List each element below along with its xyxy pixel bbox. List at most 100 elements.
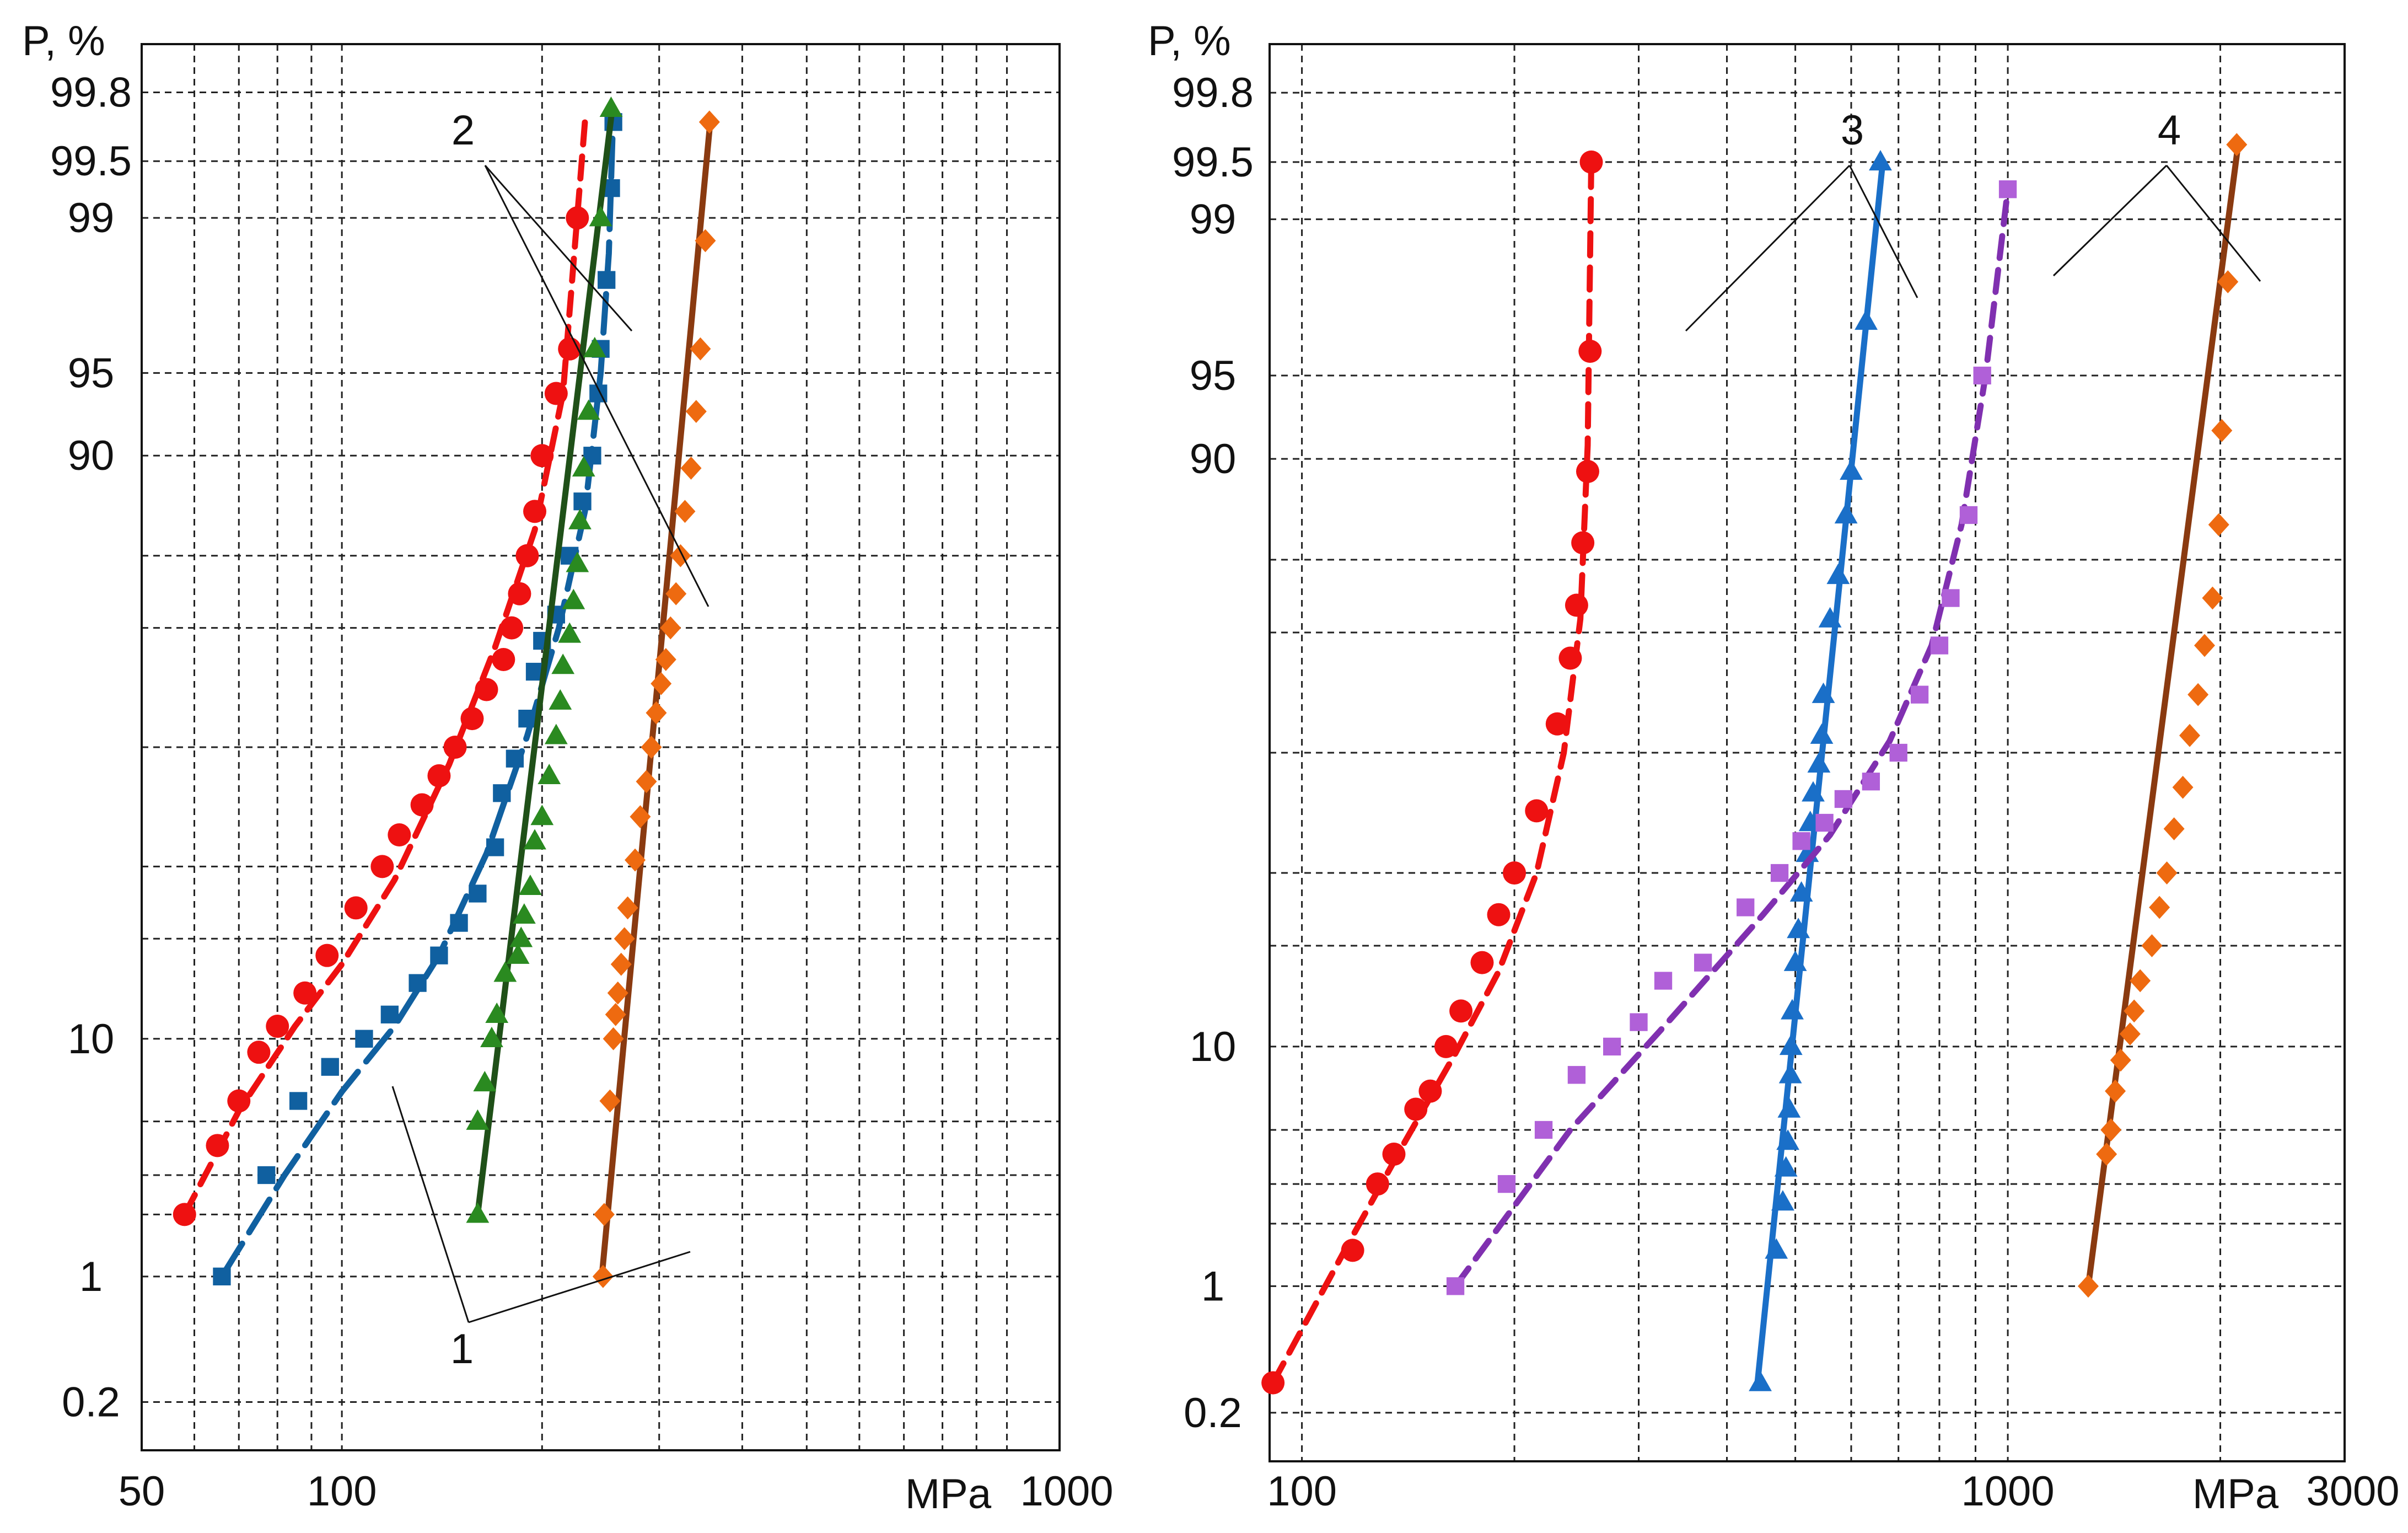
data-point-left-orange	[593, 1203, 615, 1226]
data-point-left-green	[466, 1109, 490, 1130]
data-point-left-orange	[698, 110, 720, 134]
data-point-right-blue	[1787, 918, 1810, 939]
y-tick-label: 90	[1190, 436, 1237, 483]
data-point-right-orange	[2141, 934, 2163, 957]
grid-right	[1270, 44, 2345, 1461]
data-point-left-green	[538, 763, 561, 785]
fit-line-left-green	[474, 105, 616, 1218]
y-tick-label: 10	[68, 1016, 115, 1063]
y-tick-label: 99	[1190, 196, 1237, 243]
data-point-left-red	[370, 855, 394, 878]
data-point-right-blue	[1776, 1129, 1799, 1150]
data-point-left-red	[315, 944, 339, 967]
data-point-left-orange	[655, 648, 676, 671]
data-point-right-purple	[1446, 1277, 1465, 1295]
data-point-left-red	[492, 648, 515, 672]
data-point-left-blue	[450, 914, 468, 932]
data-point-right-orange	[2100, 1118, 2122, 1141]
data-point-right-purple	[1630, 1013, 1648, 1031]
data-point-right-red	[1487, 903, 1511, 926]
annotation-1: 1	[391, 1086, 691, 1373]
data-point-left-blue	[469, 885, 487, 903]
y-tick-label: 1	[1201, 1263, 1224, 1310]
data-point-left-red	[227, 1089, 251, 1113]
data-point-right-red	[1525, 799, 1549, 823]
data-point-right-red	[1571, 531, 1595, 555]
data-point-right-blue	[1818, 607, 1842, 628]
data-point-right-orange	[2202, 586, 2223, 610]
data-point-left-red	[293, 981, 317, 1005]
data-point-right-blue	[1783, 950, 1807, 971]
data-point-right-orange	[2130, 969, 2151, 993]
data-point-left-green	[506, 943, 530, 964]
data-point-right-purple	[1567, 1066, 1586, 1084]
data-point-left-red	[427, 764, 451, 787]
data-point-right-blue	[1789, 881, 1813, 902]
data-point-left-red	[388, 823, 411, 846]
data-point-right-purple	[1603, 1037, 1621, 1056]
annotation-label: 3	[1841, 107, 1864, 154]
data-point-left-green	[493, 961, 517, 982]
data-point-left-orange	[630, 805, 651, 828]
annotation-label: 1	[450, 1326, 474, 1373]
data-point-right-orange	[2172, 775, 2194, 799]
data-point-right-purple	[1654, 972, 1673, 990]
x-tick-label: 100	[307, 1468, 377, 1515]
data-point-left-blue	[486, 838, 504, 856]
data-point-right-orange	[2149, 896, 2170, 919]
y-axis-title: P, %	[1148, 18, 1231, 65]
data-point-left-orange	[605, 1003, 626, 1026]
annotation-leader	[484, 165, 710, 607]
data-point-right-orange	[2119, 1022, 2141, 1046]
data-point-right-purple	[1889, 743, 1907, 762]
grid-left	[142, 44, 1060, 1450]
y-tick-label: 99.8	[50, 69, 132, 116]
data-point-left-green	[562, 588, 585, 609]
data-point-left-orange	[660, 616, 681, 640]
data-point-left-orange	[651, 672, 672, 695]
data-point-left-orange	[610, 952, 632, 976]
data-point-right-blue	[1777, 1097, 1801, 1118]
data-point-left-green	[566, 551, 589, 572]
data-point-right-red	[1565, 593, 1588, 617]
y-tick-label: 95	[68, 350, 115, 396]
x-tick-label: 1000	[1961, 1468, 2055, 1515]
annotation-3: 3	[1685, 107, 1918, 332]
data-point-right-orange	[2179, 723, 2201, 747]
data-point-right-red	[1404, 1097, 1428, 1121]
data-point-left-orange	[685, 400, 707, 424]
data-point-right-purple	[1534, 1121, 1553, 1139]
data-point-left-red	[206, 1134, 229, 1157]
annotation-leader	[2052, 164, 2168, 277]
data-point-right-orange	[2226, 133, 2248, 157]
data-point-left-blue	[355, 1030, 373, 1048]
data-point-left-green	[589, 206, 612, 227]
data-point-right-blue	[1812, 682, 1835, 703]
data-point-left-green	[551, 653, 575, 674]
data-point-left-green	[509, 926, 533, 947]
data-point-right-red	[1366, 1172, 1389, 1196]
y-tick-label: 0.2	[62, 1379, 120, 1426]
data-point-left-green	[572, 456, 595, 477]
data-point-left-green	[485, 1002, 509, 1023]
data-point-right-purple	[1770, 864, 1789, 882]
data-point-left-red	[460, 707, 484, 731]
data-point-right-blue	[1765, 1238, 1788, 1259]
data-point-left-green	[577, 399, 600, 420]
data-point-left-green	[558, 622, 582, 643]
data-point-right-purple	[1815, 813, 1834, 832]
data-point-left-red	[443, 736, 467, 759]
data-point-left-green	[512, 903, 536, 924]
series-left-red	[173, 119, 589, 1226]
data-point-left-orange	[625, 848, 646, 872]
y-tick-label: 10	[1190, 1023, 1237, 1070]
data-point-right-purple	[1834, 790, 1853, 808]
y-tick-label: 99.5	[50, 138, 132, 185]
data-point-left-orange	[680, 457, 702, 480]
data-point-left-green	[466, 1202, 490, 1223]
data-point-left-blue	[518, 710, 536, 728]
data-point-left-blue	[380, 1005, 399, 1023]
data-point-left-blue	[257, 1166, 276, 1184]
data-point-left-orange	[665, 582, 687, 605]
series-right-orange	[2077, 133, 2248, 1298]
